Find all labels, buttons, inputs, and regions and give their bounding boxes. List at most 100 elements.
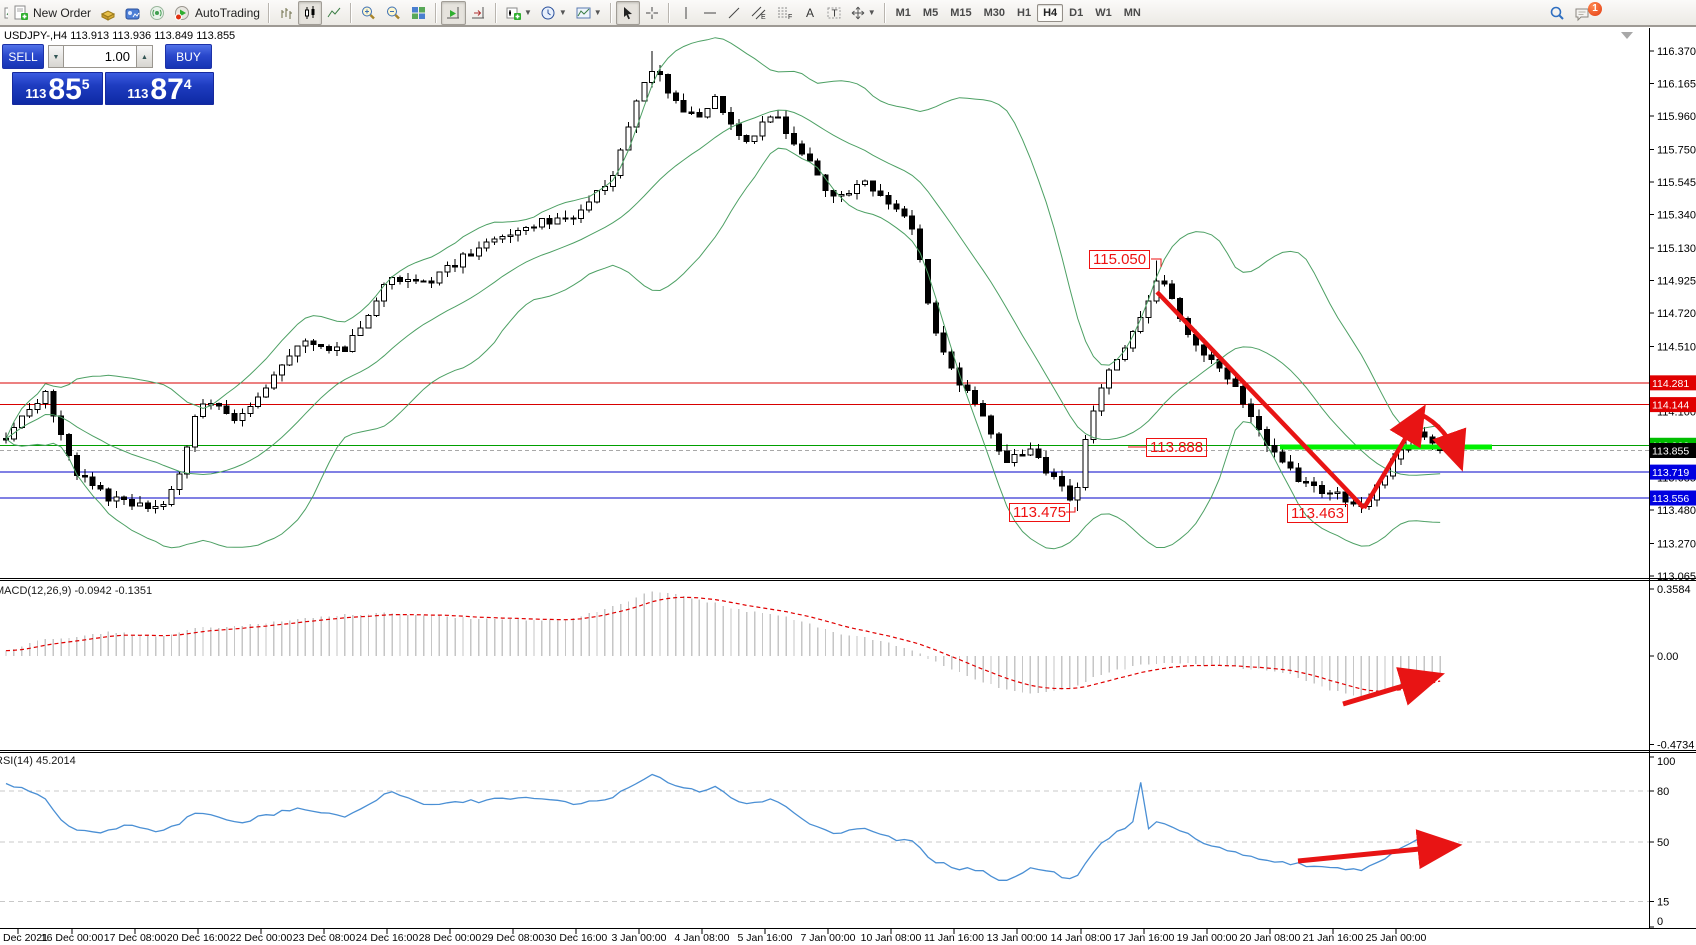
new-chart-dropdown[interactable]: ▼: [501, 1, 536, 25]
buy-price-display[interactable]: 113 87 4: [105, 72, 214, 105]
macd-arrow[interactable]: [1342, 667, 1445, 707]
chevron-down-icon: ▼: [558, 8, 567, 17]
timeframe-button-W1[interactable]: W1: [1095, 6, 1112, 19]
broadcast-icon[interactable]: [145, 1, 170, 25]
autotrading-button[interactable]: AutoTrading: [170, 1, 264, 25]
scroll-end-marker[interactable]: [1621, 32, 1633, 39]
chat-notifications-button[interactable]: 1: [1570, 2, 1602, 26]
equidistant-channel-icon[interactable]: E: [746, 1, 772, 25]
volume-increase-button[interactable]: ▲: [136, 45, 153, 68]
new-order-button[interactable]: New Order: [9, 1, 95, 25]
horizontal-line-icon[interactable]: [698, 1, 722, 25]
line-chart-icon[interactable]: [322, 1, 346, 25]
cursor-icon[interactable]: [615, 0, 640, 25]
zoom-in-icon[interactable]: [356, 1, 381, 25]
timeframe-button-M5[interactable]: M5: [922, 6, 939, 19]
price-annotation[interactable]: 113.475: [1009, 503, 1071, 522]
price-tag: [1650, 490, 1696, 506]
auto-scroll-icon[interactable]: [440, 0, 466, 25]
price-tick-label: 114.510: [1657, 341, 1696, 353]
time-tick-label: 24 Dec 16:00: [356, 932, 419, 944]
price-tick-label: 114.925: [1657, 276, 1696, 288]
bollinger-lower-line: [5, 147, 1441, 550]
chart-shift-icon[interactable]: [466, 1, 491, 25]
timeframe-button-D1[interactable]: D1: [1069, 6, 1084, 19]
timeframe-button-H4[interactable]: H4: [1037, 3, 1064, 22]
crosshair-icon[interactable]: [640, 1, 664, 25]
profiles-dropdown[interactable]: ▼: [536, 1, 571, 25]
trend-arrow[interactable]: [1155, 290, 1366, 510]
price-annotation[interactable]: 113.888: [1146, 438, 1208, 457]
timeframe-button-H1[interactable]: H1: [1017, 6, 1032, 19]
trade-panel-top-row: SELL ▼ ▲ BUY: [2, 44, 212, 70]
price-tag: [1650, 464, 1696, 480]
fibonacci-icon[interactable]: F: [772, 1, 798, 25]
sell-price-display[interactable]: 113 85 5: [12, 72, 103, 105]
time-tick-label: 30 Dec 16:00: [545, 932, 608, 944]
text-label-icon[interactable]: T: [822, 1, 846, 25]
time-tick-label: 25 Jan 00:00: [1366, 932, 1427, 944]
price-tag-label: 113.719: [1652, 467, 1689, 479]
clipped-chart-icon[interactable]: [0, 1, 9, 25]
time-tick-label: 5 Jan 16:00: [738, 932, 793, 944]
rsi-arrow[interactable]: [1297, 829, 1463, 870]
timeframe-group: M1 M5 M15 M30 H1 H4 D1 W1 MN: [890, 3, 1147, 22]
price-tick-label: 115.340: [1657, 210, 1696, 222]
timeframe-button-M1[interactable]: M1: [895, 6, 911, 19]
timeframe-button-MN[interactable]: MN: [1123, 6, 1141, 19]
search-icon[interactable]: [1544, 2, 1570, 26]
time-tick-label: 23 Dec 08:00: [293, 932, 356, 944]
macd-tick-label: 0.3584: [1657, 584, 1691, 596]
trend-arrow[interactable]: [1418, 411, 1467, 472]
chevron-down-icon: ▼: [867, 8, 876, 17]
rsi-tick-label: 100: [1657, 756, 1675, 768]
svg-text:T: T: [831, 8, 837, 19]
buy-price-pips: 87: [150, 73, 184, 106]
volume-input[interactable]: [64, 45, 136, 68]
time-tick-label: 16 Dec 00:00: [41, 932, 104, 944]
bollinger-middle-line: [5, 109, 1441, 476]
volume-decrease-button[interactable]: ▼: [48, 45, 64, 68]
indicators-dropdown[interactable]: ▼: [571, 1, 606, 25]
rsi-tick-label: 50: [1657, 837, 1669, 849]
svg-text:A: A: [806, 6, 814, 20]
price-tick-label: 114.720: [1657, 308, 1696, 320]
separator: [667, 2, 670, 23]
separator: [349, 2, 352, 23]
gold-cube-icon[interactable]: [95, 1, 120, 25]
buy-button[interactable]: BUY: [165, 44, 212, 69]
macd-indicator-label: MACD(12,26,9) -0.0942 -0.1351: [0, 585, 153, 597]
timeframe-button-M15[interactable]: M15: [950, 6, 972, 19]
tile-windows-icon[interactable]: [406, 1, 431, 25]
autotrading-icon: [175, 5, 190, 20]
chevron-down-icon: ▼: [593, 8, 602, 17]
new-order-label: New Order: [33, 5, 92, 20]
user-chart-icon[interactable]: [120, 1, 145, 25]
sell-button[interactable]: SELL: [2, 44, 44, 69]
rsi-pane: 100 80 50 15 0: [0, 756, 1675, 928]
price-tick-label: 116.370: [1657, 46, 1696, 58]
candlestick-chart-icon[interactable]: [297, 0, 322, 25]
rsi-indicator-label: RSI(14) 45.2014: [0, 755, 76, 767]
vertical-line-icon[interactable]: [674, 1, 698, 25]
price-annotation[interactable]: 115.050: [1089, 250, 1151, 269]
toolbar: New Order AutoTrading: [0, 0, 1696, 26]
notification-badge[interactable]: 1: [1588, 2, 1602, 16]
bollinger-bands: [5, 37, 1441, 550]
bars-chart-icon[interactable]: [274, 1, 298, 25]
price-annotation[interactable]: 113.463: [1287, 504, 1349, 523]
svg-text:F: F: [788, 14, 792, 21]
sell-price-point: 5: [81, 76, 90, 92]
time-tick-label: 4 Jan 08:00: [675, 932, 730, 944]
timeframe-button-M30[interactable]: M30: [983, 6, 1006, 19]
price-tag-label: 113.855: [1652, 446, 1689, 458]
trendline-icon[interactable]: [722, 1, 746, 25]
text-icon[interactable]: A: [798, 1, 822, 25]
price-tick-label: 116.165: [1657, 79, 1696, 91]
arrows-dropdown[interactable]: ▼: [846, 1, 880, 25]
zoom-out-icon[interactable]: [381, 1, 406, 25]
trend-arrow[interactable]: [1362, 404, 1426, 510]
